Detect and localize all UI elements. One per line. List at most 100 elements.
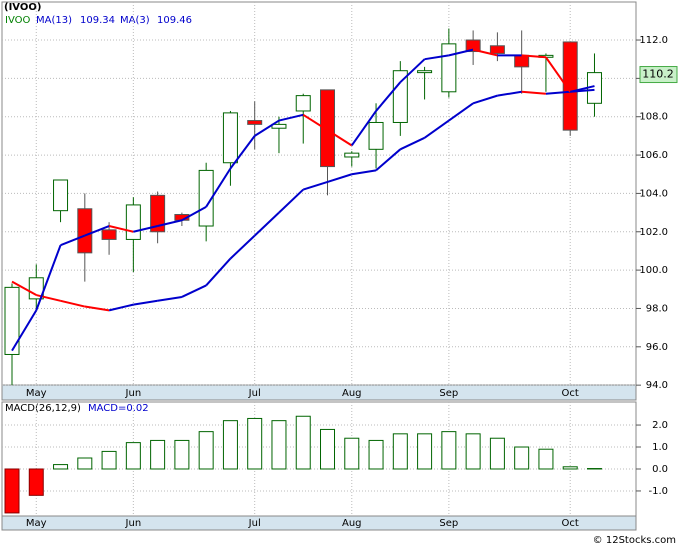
x-tick-label: Oct	[562, 518, 579, 529]
x-axis-strip	[1, 384, 637, 401]
candle-body	[489, 45, 505, 54]
ma-line	[448, 48, 474, 57]
ma-line	[11, 280, 37, 296]
price-box	[639, 66, 678, 84]
y-tick-label: 0.0	[652, 464, 668, 475]
ma-line	[157, 295, 183, 302]
macd-bar	[465, 433, 481, 470]
candle-body	[125, 204, 141, 240]
ma-line	[375, 148, 401, 172]
candle-body	[392, 70, 408, 123]
x-tick-label: Aug	[342, 388, 362, 399]
candle-body	[4, 286, 20, 355]
macd-bar	[77, 457, 93, 470]
ma-line	[399, 58, 426, 83]
symbol: IVOO	[5, 15, 30, 26]
ma-line	[181, 284, 207, 298]
candle-body	[77, 208, 93, 254]
candle-body	[198, 169, 214, 227]
y-tick-label: 98.0	[646, 303, 668, 314]
ma-line	[133, 225, 158, 233]
ma-line	[521, 54, 547, 59]
x-tick-label: May	[26, 388, 47, 399]
macd-bar	[295, 415, 311, 470]
y-tick-label: 106.0	[639, 150, 668, 161]
x-axis-strip	[1, 515, 637, 531]
y-tick-label: 1.0	[652, 442, 668, 453]
candle-body	[562, 41, 578, 131]
macd-bar	[514, 446, 530, 470]
ma-line	[424, 119, 450, 139]
macd-bar	[222, 420, 238, 470]
x-tick-label: Jul	[248, 388, 261, 399]
price-label: 110.2	[642, 68, 674, 81]
macd-bar	[441, 431, 457, 470]
y-tick-label: 2.0	[652, 420, 668, 431]
ma-line	[424, 54, 450, 61]
ma-line	[11, 309, 38, 352]
candle-body	[271, 123, 287, 129]
macd-bar	[538, 448, 554, 470]
candle-body	[150, 194, 166, 233]
ma-line	[84, 305, 110, 312]
macd-title: MACD(26,12,9)	[5, 403, 81, 414]
ma-line	[350, 110, 377, 147]
y-tick-label: 108.0	[639, 112, 668, 123]
x-tick-label: Oct	[562, 388, 579, 399]
ma-line	[229, 234, 256, 260]
ma-line	[205, 257, 232, 287]
candle-body	[465, 39, 481, 53]
macd-bar	[368, 439, 384, 470]
ma-line	[326, 129, 353, 147]
footer: © 12Stocks.com	[593, 535, 676, 546]
macd-bar	[101, 450, 117, 470]
ma-line	[278, 188, 304, 214]
ma-line	[35, 244, 62, 311]
y-tick-label: 104.0	[639, 188, 668, 199]
candle-body	[247, 120, 263, 125]
macd-legend: MACD=0.02	[88, 403, 149, 414]
x-tick-label: Jun	[125, 388, 142, 399]
y-tick-label: 100.0	[639, 265, 668, 276]
x-tick-label: Aug	[342, 518, 362, 529]
ma-line	[229, 135, 256, 170]
ma-line	[254, 119, 280, 137]
x-tick-label: Sep	[439, 388, 458, 399]
ma-line	[472, 94, 498, 105]
macd-bar	[489, 437, 505, 470]
candle-body	[344, 152, 360, 158]
x-tick-label: May	[26, 518, 47, 529]
ma-line	[181, 205, 207, 222]
candle-body	[101, 229, 117, 240]
chart-title: (IVOO)	[4, 2, 41, 13]
ma-line	[60, 299, 86, 308]
candle-body	[222, 112, 238, 164]
ma-line	[205, 167, 232, 208]
macd-bar	[562, 466, 578, 470]
candle-body	[295, 95, 311, 112]
ma-line	[545, 90, 571, 95]
ma-line	[278, 113, 304, 122]
ma-line	[375, 81, 402, 112]
macd-bar	[28, 468, 44, 496]
macd-bar	[417, 433, 433, 470]
candle-body	[320, 89, 336, 168]
candle-body	[417, 70, 433, 74]
macd-bar	[125, 442, 141, 470]
ma-line	[302, 113, 329, 131]
ma-line	[108, 303, 134, 312]
ma-line	[327, 173, 353, 183]
macd-bar	[4, 468, 20, 514]
ma-line	[399, 136, 426, 151]
ma-line	[157, 219, 183, 227]
legend-value: 109.34	[80, 15, 115, 26]
ma-line	[497, 90, 522, 97]
candle-body	[53, 179, 69, 212]
y-tick-label: 112.0	[639, 35, 668, 46]
candle-body	[514, 54, 530, 68]
legend-label: MA(3)	[120, 15, 150, 26]
ma-line	[60, 234, 86, 247]
ma-line	[254, 211, 280, 237]
x-tick-label: Jun	[125, 518, 142, 529]
